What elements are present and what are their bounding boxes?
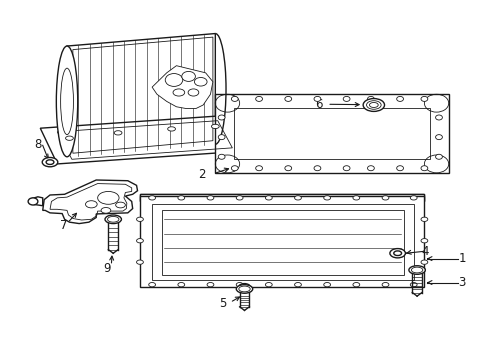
Ellipse shape [323,196,330,200]
Ellipse shape [255,166,262,171]
Ellipse shape [409,283,416,287]
Ellipse shape [366,101,380,109]
Ellipse shape [294,196,301,200]
Ellipse shape [313,166,320,171]
Ellipse shape [255,96,262,102]
Ellipse shape [265,196,272,200]
Ellipse shape [178,196,184,200]
Polygon shape [233,108,429,159]
Polygon shape [152,204,413,280]
Ellipse shape [85,201,97,208]
Ellipse shape [236,283,243,287]
Polygon shape [152,66,212,109]
Polygon shape [40,116,239,164]
Ellipse shape [323,283,330,287]
Polygon shape [30,197,42,206]
Ellipse shape [265,283,272,287]
Ellipse shape [236,285,252,293]
Ellipse shape [136,239,143,243]
Text: 6: 6 [314,98,322,111]
Ellipse shape [420,96,427,102]
Ellipse shape [435,135,442,140]
Ellipse shape [238,286,250,292]
Ellipse shape [65,136,73,140]
Ellipse shape [367,166,373,171]
Ellipse shape [46,160,54,165]
Ellipse shape [435,154,442,159]
Ellipse shape [218,154,224,159]
Ellipse shape [211,124,219,129]
Text: 9: 9 [103,262,111,275]
Ellipse shape [409,196,416,200]
Ellipse shape [28,198,38,205]
Ellipse shape [105,215,121,224]
Ellipse shape [148,196,155,200]
Ellipse shape [148,283,155,287]
Ellipse shape [178,283,184,287]
Ellipse shape [369,103,377,108]
Polygon shape [162,210,403,275]
Ellipse shape [396,96,403,102]
Ellipse shape [313,96,320,102]
Ellipse shape [61,68,73,135]
Ellipse shape [294,283,301,287]
Polygon shape [42,180,137,224]
Polygon shape [140,196,424,287]
Ellipse shape [194,77,206,86]
Ellipse shape [206,196,213,200]
Ellipse shape [393,251,401,256]
Ellipse shape [408,266,425,274]
Text: 4: 4 [421,245,428,258]
Ellipse shape [206,283,213,287]
Polygon shape [140,194,424,202]
Ellipse shape [389,249,405,258]
Ellipse shape [352,283,359,287]
Ellipse shape [136,217,143,221]
Ellipse shape [236,196,243,200]
Polygon shape [215,94,448,173]
Ellipse shape [285,96,291,102]
Ellipse shape [136,260,143,264]
Ellipse shape [56,46,78,157]
Ellipse shape [167,127,175,131]
Ellipse shape [435,115,442,120]
Ellipse shape [396,166,403,171]
Ellipse shape [188,89,199,96]
Ellipse shape [420,260,427,264]
Ellipse shape [343,166,349,171]
Text: 1: 1 [457,252,465,265]
Ellipse shape [173,89,184,96]
Ellipse shape [218,135,224,140]
Ellipse shape [285,166,291,171]
Ellipse shape [98,192,119,204]
Ellipse shape [367,96,373,102]
Ellipse shape [107,216,119,222]
Text: 8: 8 [34,138,41,151]
Ellipse shape [114,131,122,135]
Ellipse shape [101,207,111,213]
Ellipse shape [42,157,58,167]
Ellipse shape [381,283,388,287]
Ellipse shape [420,239,427,243]
Ellipse shape [352,196,359,200]
Ellipse shape [410,267,422,273]
Polygon shape [67,33,215,157]
Text: 2: 2 [198,168,205,181]
Ellipse shape [165,73,183,86]
Ellipse shape [116,202,125,208]
Ellipse shape [231,96,238,102]
Ellipse shape [420,217,427,221]
Text: 7: 7 [60,219,67,232]
Polygon shape [140,194,424,202]
Ellipse shape [182,71,195,81]
Ellipse shape [218,115,224,120]
Ellipse shape [231,166,238,171]
Text: 5: 5 [219,297,226,310]
Ellipse shape [363,99,384,111]
Text: 3: 3 [457,276,465,289]
Ellipse shape [420,166,427,171]
Ellipse shape [238,284,250,291]
Ellipse shape [381,196,388,200]
Ellipse shape [343,96,349,102]
